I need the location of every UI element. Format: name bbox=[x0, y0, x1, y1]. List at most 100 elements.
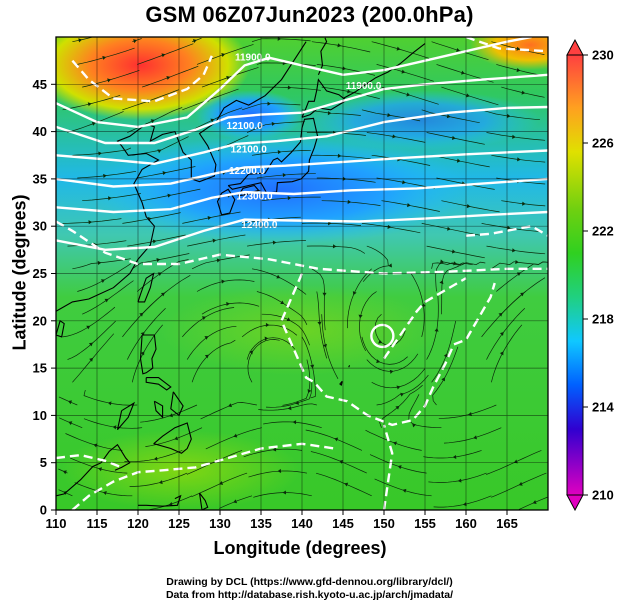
streamline bbox=[132, 253, 190, 270]
streamline bbox=[141, 274, 191, 315]
coastline bbox=[216, 188, 236, 216]
streamline-arrow bbox=[328, 221, 332, 226]
streamline bbox=[82, 69, 140, 88]
streamline bbox=[491, 324, 523, 383]
coastline bbox=[116, 401, 136, 430]
y-tick-label: 5 bbox=[40, 455, 47, 470]
streamline-arrow bbox=[395, 405, 400, 410]
streamline-arrow bbox=[277, 468, 282, 474]
streamline bbox=[77, 263, 132, 292]
streamline bbox=[371, 154, 431, 166]
coastline bbox=[153, 422, 192, 454]
streamline bbox=[187, 107, 243, 133]
streamline-arrow bbox=[216, 258, 221, 263]
y-tick-label: 25 bbox=[33, 266, 47, 281]
colorbar-top-arrow bbox=[566, 38, 584, 56]
x-tick-label: 115 bbox=[87, 516, 108, 531]
height-contour bbox=[465, 37, 548, 53]
streamline bbox=[426, 132, 485, 145]
streamline-arrow bbox=[521, 90, 526, 95]
streamline-arrow bbox=[516, 46, 521, 51]
streamline-arrow bbox=[389, 369, 394, 374]
streamline-arrow bbox=[402, 488, 407, 493]
streamline-arrow bbox=[334, 437, 339, 442]
streamline-arrow bbox=[168, 501, 173, 506]
streamline bbox=[366, 132, 426, 143]
streamline-arrow bbox=[158, 480, 163, 485]
streamline bbox=[127, 234, 186, 247]
streamline-arrow bbox=[387, 113, 391, 118]
streamline bbox=[305, 429, 363, 451]
contour-labels: 12100.0 12100.0 12200.0 12300.0 12400.0 11900… bbox=[227, 53, 382, 231]
streamline bbox=[443, 427, 502, 444]
streamline bbox=[423, 450, 482, 459]
x-tick-label: 160 bbox=[455, 516, 477, 531]
y-tick-label: 10 bbox=[33, 408, 47, 423]
y-axis-ticks: 0 5 10 15 20 25 30 35 40 45 bbox=[33, 77, 56, 518]
streamline-arrow bbox=[156, 257, 161, 263]
streamline bbox=[428, 472, 487, 483]
streamline-arrow bbox=[68, 421, 73, 426]
height-contour bbox=[56, 220, 548, 275]
colorbar-tick-label: 214 bbox=[592, 400, 614, 415]
streamline bbox=[321, 86, 380, 100]
streamline-arrow bbox=[102, 491, 107, 496]
streamline bbox=[408, 394, 442, 429]
streamline bbox=[258, 403, 317, 411]
streamline-arrow bbox=[271, 121, 276, 126]
streamline-arrow bbox=[499, 351, 504, 356]
streamline-arrow bbox=[392, 134, 397, 139]
coastline bbox=[56, 319, 65, 338]
streamline bbox=[77, 170, 137, 179]
streamline bbox=[247, 240, 306, 247]
streamline-arrow bbox=[295, 400, 300, 405]
streamline-arrow bbox=[337, 153, 342, 158]
streamline-arrow bbox=[282, 172, 287, 178]
streamline bbox=[124, 450, 183, 463]
coastline bbox=[237, 184, 260, 197]
streamline bbox=[310, 451, 367, 474]
y-axis-label: Latitude (degrees) bbox=[9, 194, 30, 351]
streamline-arrow bbox=[162, 171, 167, 176]
coastline bbox=[339, 380, 343, 386]
colorbar-tick-label: 230 bbox=[592, 48, 614, 63]
streamline-arrow bbox=[150, 119, 155, 124]
x-tick-label: 110 bbox=[46, 516, 67, 531]
streamline-arrow bbox=[327, 111, 332, 116]
streamline-arrow bbox=[412, 423, 417, 428]
streamline bbox=[122, 212, 181, 224]
streamline-arrow bbox=[104, 298, 109, 303]
streamline bbox=[441, 200, 500, 213]
coastline bbox=[198, 492, 209, 510]
y-tick-label: 35 bbox=[33, 171, 47, 186]
streamline-arrow bbox=[153, 456, 158, 461]
streamline-arrow bbox=[88, 220, 93, 225]
streamline-arrow bbox=[264, 336, 269, 341]
streamline bbox=[481, 109, 540, 121]
streamline bbox=[435, 261, 473, 292]
streamline-arrow bbox=[201, 316, 206, 321]
streamline bbox=[316, 291, 328, 359]
streamline-arrow bbox=[207, 215, 212, 221]
streamline bbox=[321, 200, 381, 206]
streamline bbox=[145, 427, 203, 447]
streamline-arrow bbox=[87, 102, 92, 107]
streamline bbox=[311, 268, 326, 331]
streamline bbox=[256, 291, 308, 325]
streamline-arrow bbox=[378, 339, 383, 344]
coastline bbox=[348, 365, 351, 368]
streamline bbox=[379, 384, 423, 428]
streamline-arrow bbox=[517, 157, 521, 162]
streamline-arrow bbox=[461, 70, 465, 75]
streamline-arrow bbox=[406, 92, 411, 97]
streamline-arrow bbox=[233, 433, 238, 438]
streamline bbox=[72, 333, 115, 383]
streamline bbox=[200, 402, 257, 420]
streamline-arrow bbox=[204, 336, 209, 340]
height-contour bbox=[56, 73, 548, 145]
streamline-arrow bbox=[451, 135, 456, 140]
streamline bbox=[371, 368, 426, 389]
streamline-arrow bbox=[518, 481, 523, 486]
contour-label: 12400.0 bbox=[241, 220, 278, 231]
streamline bbox=[246, 337, 296, 360]
